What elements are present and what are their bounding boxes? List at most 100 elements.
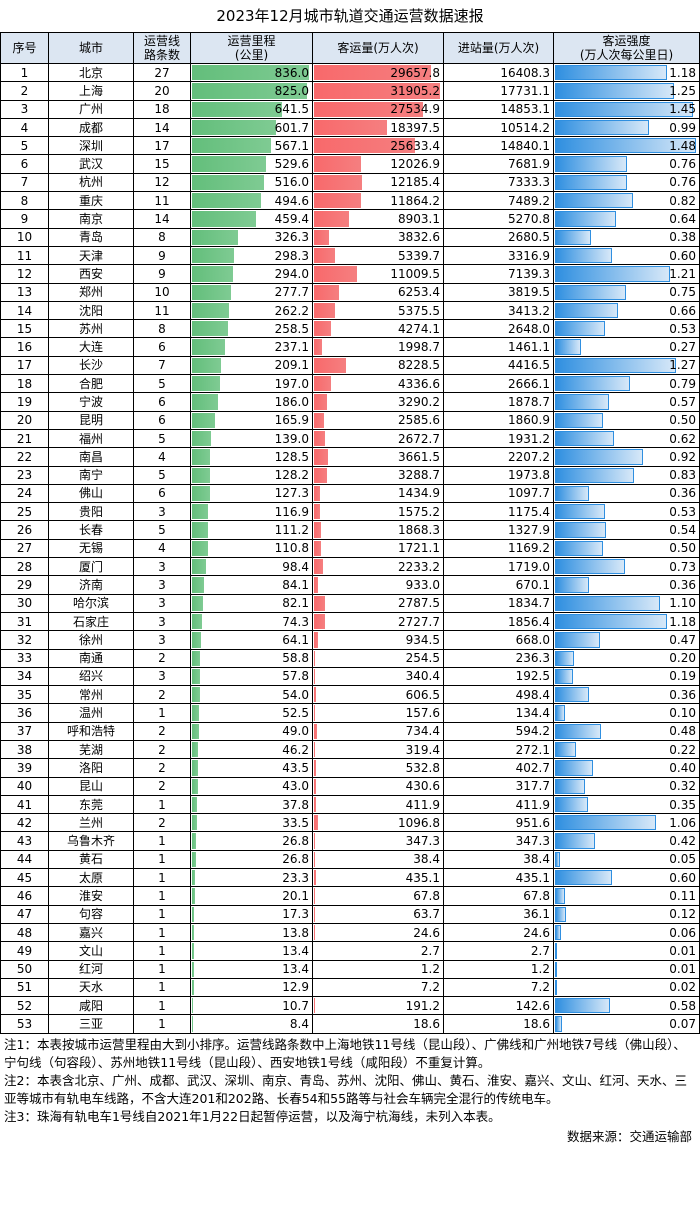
table-cell: 1 bbox=[133, 941, 191, 961]
data-bar bbox=[314, 156, 362, 172]
table-cell: 38.4 bbox=[312, 849, 444, 870]
table-cell: 2 bbox=[133, 739, 191, 760]
data-bar bbox=[192, 339, 226, 355]
data-bar bbox=[314, 247, 336, 264]
table-cell: 济南 bbox=[48, 575, 134, 595]
data-bar bbox=[314, 540, 321, 557]
cell-text: 25633.4 bbox=[390, 138, 440, 153]
source: 数据来源：交通运输部 bbox=[566, 1128, 692, 1144]
table-cell: 1175.4 bbox=[443, 502, 554, 522]
table-cell: 567.1 bbox=[190, 136, 313, 156]
cell-text: 宁波 bbox=[78, 394, 103, 409]
cell-text: 1.18 bbox=[669, 614, 696, 629]
data-bar bbox=[555, 193, 634, 209]
table-row: 29 济南 3 84.1 933.0 670.1 0.36 bbox=[0, 575, 700, 595]
cell-text: 601.7 bbox=[274, 120, 309, 135]
data-bar bbox=[555, 1016, 562, 1032]
cell-text: 1868.3 bbox=[398, 523, 440, 538]
cell-text: 2680.5 bbox=[508, 230, 550, 245]
table-cell: 5270.8 bbox=[443, 209, 554, 229]
cell-text: 12 bbox=[154, 175, 170, 190]
cell-text: 7333.3 bbox=[508, 175, 550, 190]
table-row: 14 沈阳 11 262.2 5375.5 3413.2 0.66 bbox=[0, 300, 700, 321]
cell-text: 825.0 bbox=[274, 83, 309, 98]
table-cell: 0.40 bbox=[553, 758, 700, 778]
table-cell: 18.6 bbox=[312, 1014, 444, 1034]
cell-text: 2 bbox=[158, 760, 166, 775]
cell-text: 3819.5 bbox=[508, 285, 550, 300]
data-bar bbox=[192, 796, 198, 813]
cell-text: 12.9 bbox=[282, 980, 309, 995]
table-cell: 3819.5 bbox=[443, 282, 554, 302]
cell-text: 0.83 bbox=[669, 468, 696, 483]
table-cell: 7 bbox=[133, 355, 191, 376]
table-cell: 435.1 bbox=[443, 868, 554, 888]
cell-text: 济南 bbox=[78, 577, 103, 592]
cell-text: 111.2 bbox=[274, 523, 309, 538]
table-cell: 27534.9 bbox=[312, 99, 444, 119]
data-bar bbox=[314, 650, 315, 666]
cell-text: 142.6 bbox=[515, 998, 550, 1013]
data-bar bbox=[555, 650, 575, 666]
cell-text: 498.4 bbox=[515, 687, 550, 702]
data-bar bbox=[192, 394, 219, 410]
data-bar bbox=[555, 467, 635, 483]
table-cell: 1.45 bbox=[553, 99, 700, 119]
table-cell: 19 bbox=[0, 392, 49, 412]
cell-text: 41 bbox=[16, 797, 33, 812]
cell-text: 3 bbox=[20, 102, 29, 117]
cell-text: 13.8 bbox=[282, 925, 309, 940]
data-bar bbox=[555, 851, 560, 868]
cell-text: 606.5 bbox=[405, 687, 440, 702]
table-cell: 39 bbox=[0, 758, 49, 778]
cell-text: 5339.7 bbox=[398, 248, 440, 263]
data-bar bbox=[192, 906, 195, 922]
table-cell: 3 bbox=[133, 557, 191, 577]
data-bar bbox=[555, 595, 660, 611]
cell-text: 4274.1 bbox=[398, 321, 440, 336]
data-bar bbox=[192, 449, 210, 465]
data-bar bbox=[192, 101, 282, 117]
table-cell: 35 bbox=[0, 685, 49, 705]
table-cell: 36 bbox=[0, 703, 49, 723]
table-cell: 139.0 bbox=[190, 428, 313, 449]
cell-text: 26 bbox=[16, 523, 33, 538]
data-bar bbox=[192, 430, 212, 447]
data-bar bbox=[192, 979, 194, 996]
cell-text: 1 bbox=[158, 998, 166, 1013]
cell-text: 0.47 bbox=[669, 632, 696, 647]
data-bar bbox=[314, 741, 316, 758]
table-cell: 9 bbox=[133, 245, 191, 266]
cell-text: 0.50 bbox=[669, 413, 696, 428]
table-cell: 532.8 bbox=[312, 758, 444, 778]
data-bar bbox=[314, 613, 325, 630]
cell-text: 重庆 bbox=[78, 193, 103, 208]
cell-text: 1 bbox=[158, 962, 166, 977]
table-cell: 1998.7 bbox=[312, 337, 444, 357]
table-cell: 昆山 bbox=[48, 776, 134, 796]
data-bar bbox=[314, 321, 331, 337]
cell-text: 430.6 bbox=[405, 779, 440, 794]
data-bar bbox=[314, 833, 316, 849]
cell-text: 9 bbox=[158, 266, 166, 281]
table-cell: 0.92 bbox=[553, 447, 700, 467]
cell-text: 6 bbox=[158, 394, 166, 409]
table-cell: 191.2 bbox=[312, 996, 444, 1016]
table-cell: 20 bbox=[0, 410, 49, 430]
data-bar bbox=[555, 796, 589, 813]
table-cell: 0.20 bbox=[553, 648, 700, 668]
table-cell: 7.2 bbox=[443, 977, 554, 998]
cell-text: 26.8 bbox=[282, 834, 309, 849]
cell-text: 0.92 bbox=[669, 449, 696, 464]
table-cell: 12026.9 bbox=[312, 154, 444, 174]
cell-text: 12185.4 bbox=[390, 175, 440, 190]
table-cell: 10 bbox=[133, 282, 191, 302]
header-cell: 运营里程 (公里) bbox=[190, 32, 313, 64]
cell-text: 34 bbox=[16, 669, 33, 684]
table-cell: 0.64 bbox=[553, 209, 700, 229]
cell-text: 82.1 bbox=[282, 596, 309, 611]
table-cell: 0.73 bbox=[553, 557, 700, 577]
table-cell: 2 bbox=[133, 721, 191, 741]
table-row: 33 南通 2 58.8 254.5 236.3 0.20 bbox=[0, 648, 700, 668]
table-cell: 0.11 bbox=[553, 886, 700, 906]
